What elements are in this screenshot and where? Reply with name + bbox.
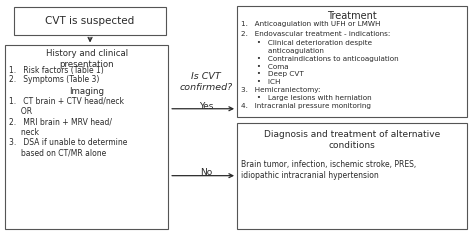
Text: Brain tumor, infection, ischemic stroke, PRES,
idiopathic intracranial hypertens: Brain tumor, infection, ischemic stroke,… xyxy=(241,160,416,180)
Text: Imaging: Imaging xyxy=(69,87,104,96)
Text: •   Deep CVT: • Deep CVT xyxy=(241,71,303,77)
Text: 2.   Symptoms (Table 3): 2. Symptoms (Table 3) xyxy=(9,75,99,84)
Text: 1.   Risk factors (Table 1): 1. Risk factors (Table 1) xyxy=(9,66,103,75)
Text: •   Contraindications to anticoagulation: • Contraindications to anticoagulation xyxy=(241,56,399,62)
Text: 1.   CT brain + CTV head/neck
     OR: 1. CT brain + CTV head/neck OR xyxy=(9,97,124,116)
FancyBboxPatch shape xyxy=(14,7,166,35)
FancyBboxPatch shape xyxy=(237,123,467,229)
Text: 1.   Anticoagulation with UFH or LMWH: 1. Anticoagulation with UFH or LMWH xyxy=(241,21,380,27)
Text: 2.   MRI brain + MRV head/
     neck: 2. MRI brain + MRV head/ neck xyxy=(9,117,111,137)
Text: Diagnosis and treatment of alternative
conditions: Diagnosis and treatment of alternative c… xyxy=(264,130,440,150)
Text: No: No xyxy=(200,168,212,178)
Text: Yes: Yes xyxy=(199,102,213,111)
Text: Is CVT
confirmed?: Is CVT confirmed? xyxy=(180,72,233,92)
Text: anticoagulation: anticoagulation xyxy=(241,48,324,54)
Text: Treatment: Treatment xyxy=(327,11,376,21)
FancyBboxPatch shape xyxy=(237,6,467,117)
Text: •   ICH: • ICH xyxy=(241,79,280,85)
Text: •   Clinical deterioration despite: • Clinical deterioration despite xyxy=(241,40,372,46)
FancyBboxPatch shape xyxy=(5,45,168,229)
Text: History and clinical
presentation: History and clinical presentation xyxy=(46,49,128,69)
Text: CVT is suspected: CVT is suspected xyxy=(46,16,135,26)
Text: •   Large lesions with herniation: • Large lesions with herniation xyxy=(241,95,372,101)
Text: 3.   Hemicraniectomy:: 3. Hemicraniectomy: xyxy=(241,87,320,93)
Text: 3.   DSA if unable to determine
     based on CT/MR alone: 3. DSA if unable to determine based on C… xyxy=(9,138,127,158)
Text: •   Coma: • Coma xyxy=(241,64,288,70)
Text: 4.   Intracranial pressure monitoring: 4. Intracranial pressure monitoring xyxy=(241,103,371,109)
Text: 2.   Endovascular treatment - indications:: 2. Endovascular treatment - indications: xyxy=(241,31,390,37)
